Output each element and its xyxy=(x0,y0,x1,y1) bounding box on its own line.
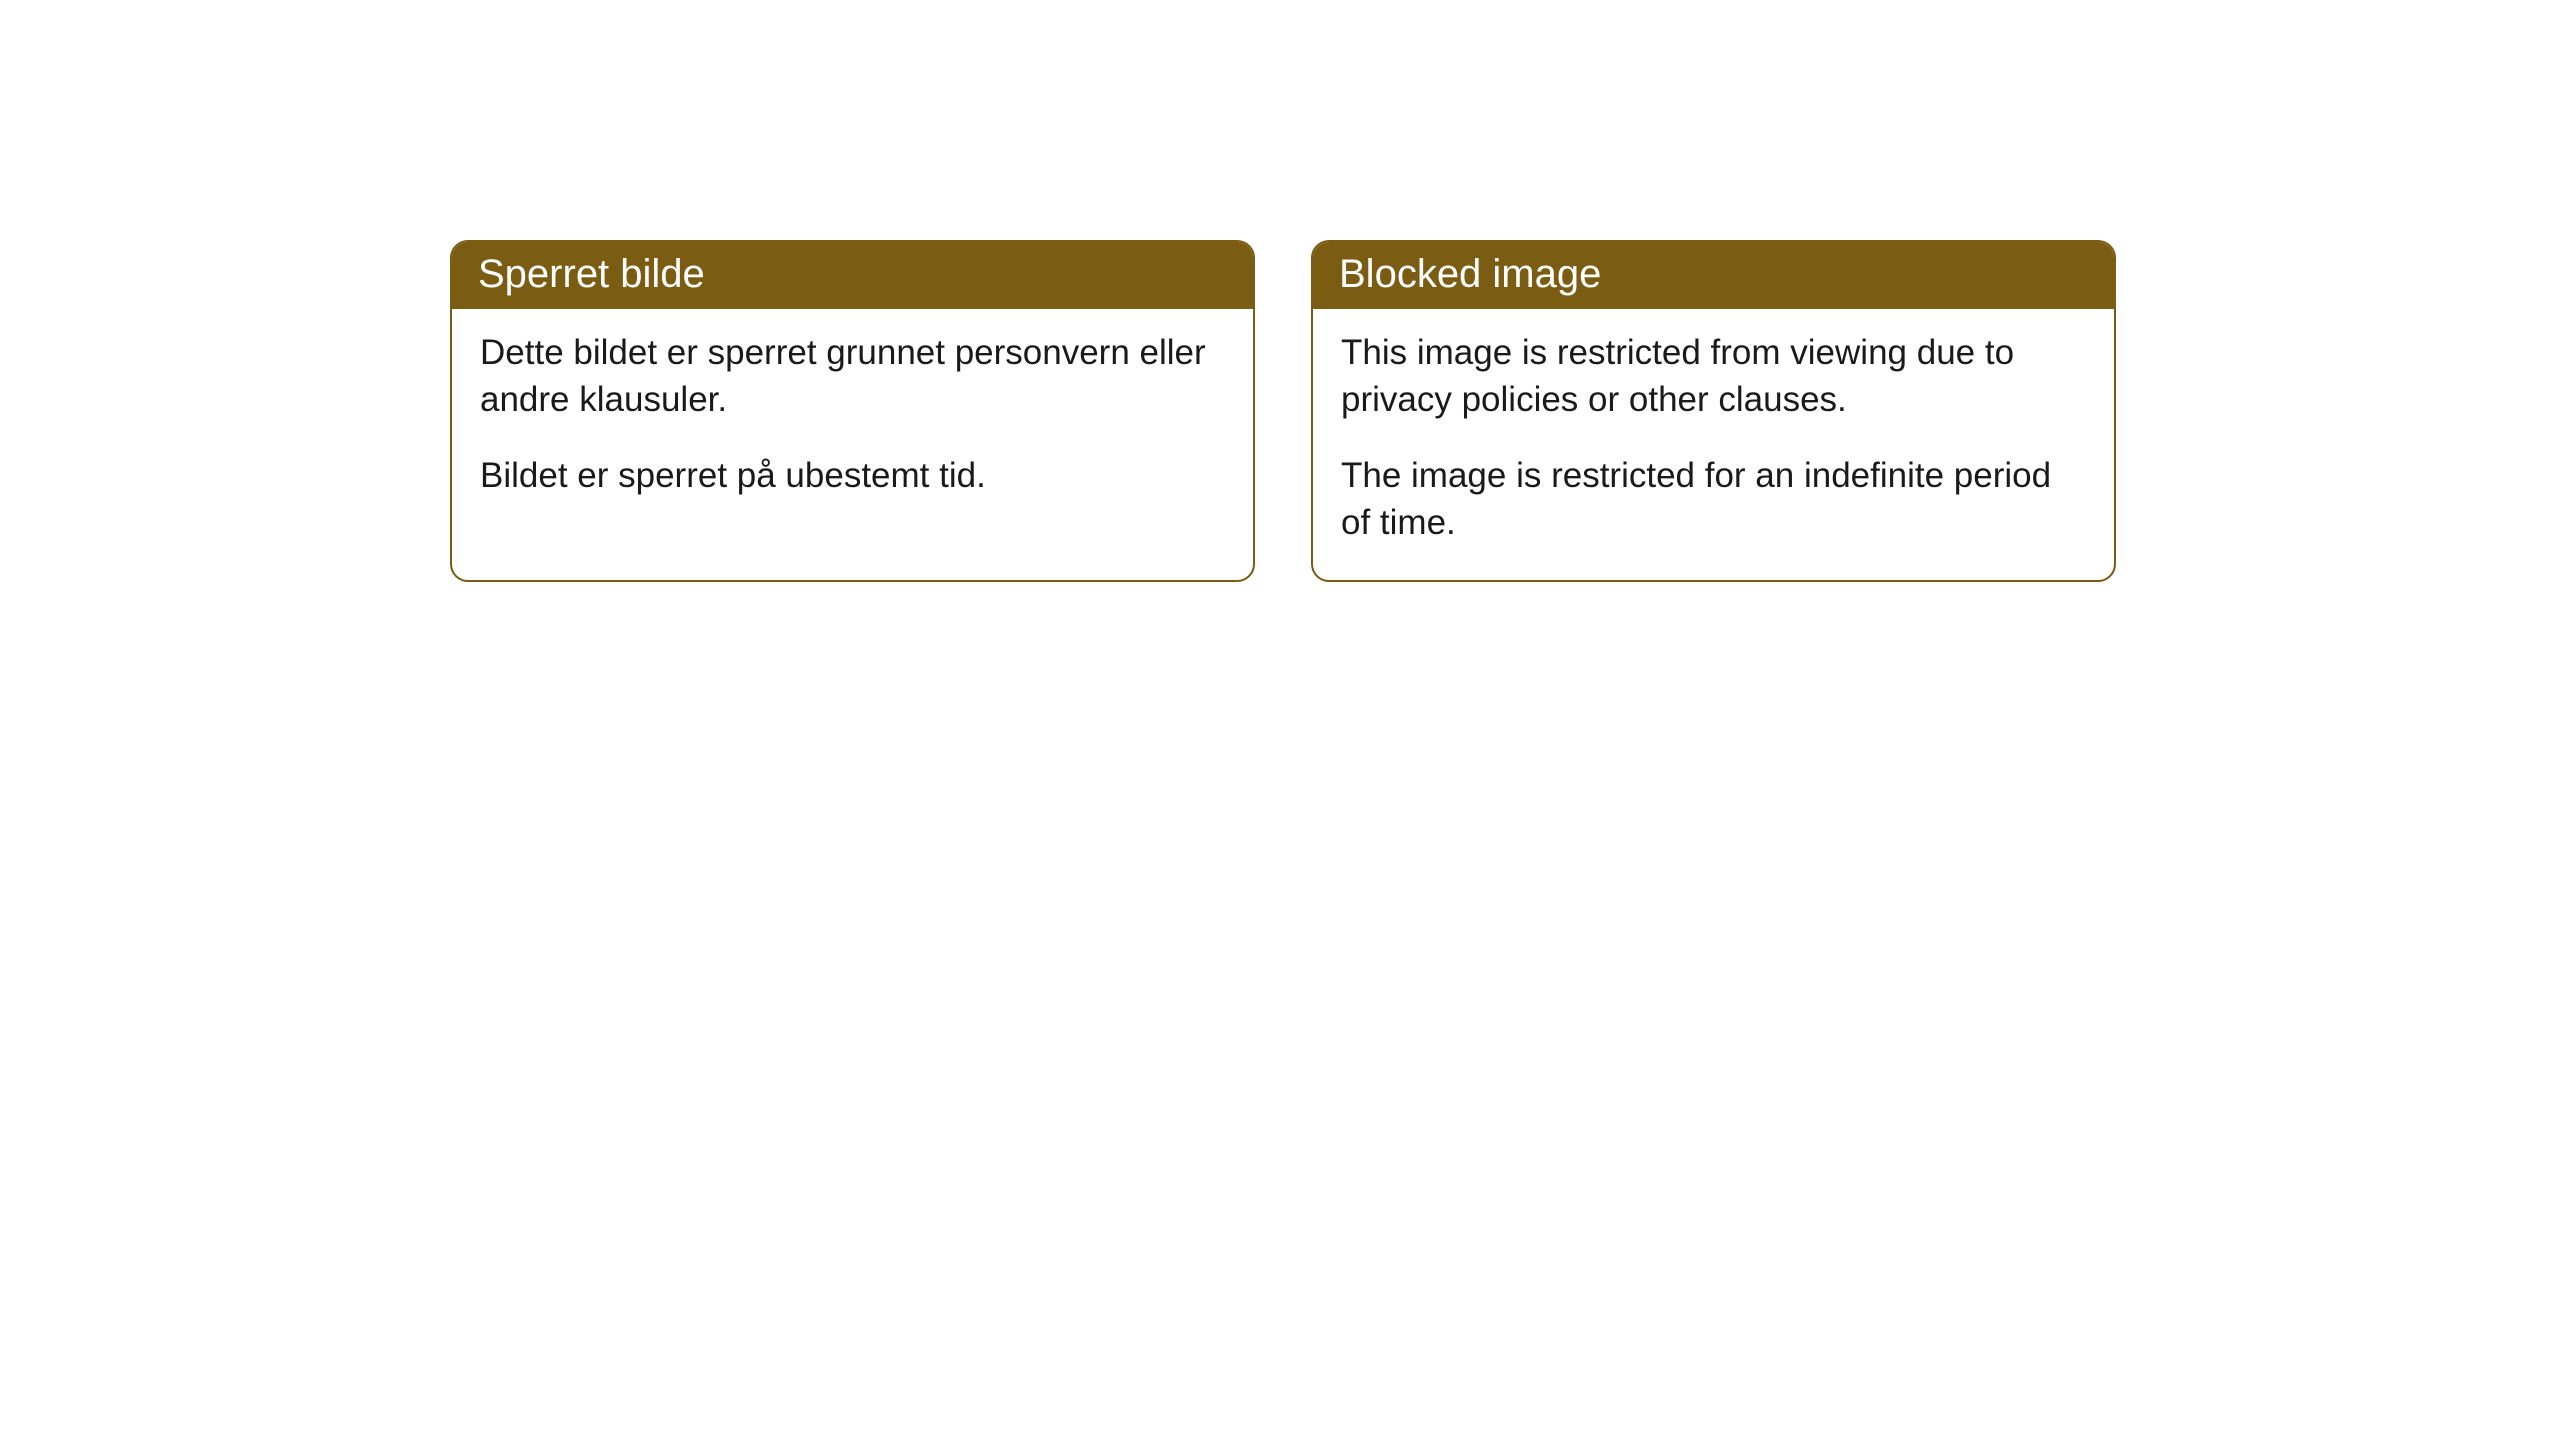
notice-paragraph: The image is restricted for an indefinit… xyxy=(1341,452,2086,547)
notice-body: Dette bildet er sperret grunnet personve… xyxy=(452,309,1253,533)
notice-card-english: Blocked image This image is restricted f… xyxy=(1311,240,2116,582)
notice-paragraph: This image is restricted from viewing du… xyxy=(1341,329,2086,424)
notice-header: Sperret bilde xyxy=(452,242,1253,309)
notice-paragraph: Dette bildet er sperret grunnet personve… xyxy=(480,329,1225,424)
notice-title: Blocked image xyxy=(1339,252,1601,296)
notice-container: Sperret bilde Dette bildet er sperret gr… xyxy=(0,0,2560,582)
notice-header: Blocked image xyxy=(1313,242,2114,309)
notice-body: This image is restricted from viewing du… xyxy=(1313,309,2114,580)
notice-card-norwegian: Sperret bilde Dette bildet er sperret gr… xyxy=(450,240,1255,582)
notice-title: Sperret bilde xyxy=(478,252,705,296)
notice-paragraph: Bildet er sperret på ubestemt tid. xyxy=(480,452,1225,499)
